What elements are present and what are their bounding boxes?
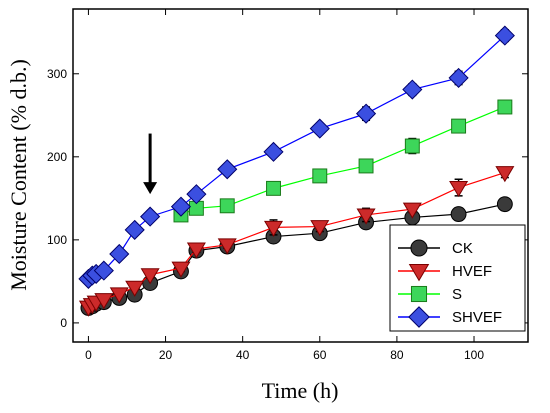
legend-item-ck: CK	[398, 239, 473, 257]
data-point-shvef	[170, 196, 192, 217]
data-point-hvef	[109, 287, 129, 304]
legend-marker-ck	[410, 239, 428, 257]
data-point-shvef	[402, 79, 423, 100]
legend-marker-hvef	[408, 264, 430, 282]
data-point-hvef	[125, 280, 145, 297]
legend-marker-s	[410, 285, 428, 303]
data-point-hvef	[263, 220, 284, 238]
y-tick-label: 100	[47, 233, 67, 247]
legend-label-ck: CK	[452, 240, 473, 257]
data-point-s	[266, 180, 281, 196]
data-point-s	[451, 118, 467, 134]
axis-ticks: 0 20 40 60 80 100 0 100 200 300	[47, 9, 528, 362]
data-point-shvef	[355, 103, 377, 124]
data-point-s	[404, 138, 420, 154]
legend-label-shvef: SHVEF	[452, 309, 502, 326]
data-point-hvef	[310, 220, 330, 237]
legend-item-s: S	[398, 285, 462, 303]
data-point-shvef	[263, 141, 284, 162]
legend: CK HVEF S SHVEF	[389, 224, 526, 332]
series-shvef	[78, 25, 515, 289]
legend-marker-shvef	[408, 306, 430, 328]
series-hvef	[78, 166, 515, 317]
legend-item-shvef: SHVEF	[398, 306, 502, 328]
arrow-head	[143, 182, 158, 195]
x-tick-label: 80	[390, 348, 404, 362]
legend-label-s: S	[452, 286, 462, 303]
data-point-shvef	[124, 219, 145, 240]
data-point-hvef	[402, 202, 422, 219]
data-point-hvef	[217, 238, 237, 255]
y-tick-label: 300	[47, 67, 67, 81]
data-point-s	[312, 168, 328, 184]
data-point-hvef	[356, 208, 376, 225]
data-point-hvef	[94, 293, 114, 310]
series-layer	[78, 25, 515, 317]
data-point-shvef	[309, 118, 330, 139]
data-point-ck	[496, 196, 513, 213]
arrow-annotation	[143, 133, 158, 195]
data-point-shvef	[140, 206, 161, 227]
x-tick-label: 60	[313, 348, 327, 362]
data-point-shvef	[494, 25, 515, 46]
x-tick-label: 0	[85, 348, 92, 362]
x-tick-label: 40	[236, 348, 250, 362]
data-point-hvef	[186, 242, 206, 259]
data-point-shvef	[93, 260, 114, 281]
data-point-s	[358, 158, 374, 174]
data-point-shvef	[109, 243, 130, 265]
y-tick-label: 0	[60, 316, 67, 330]
data-point-hvef	[171, 261, 191, 278]
x-tick-label: 20	[159, 348, 173, 362]
legend-item-hvef: HVEF	[398, 263, 492, 282]
data-point-shvef	[186, 184, 207, 205]
y-axis-title: Moisture Content (% d.b.)	[6, 59, 31, 291]
legend-label-hvef: HVEF	[452, 263, 492, 280]
data-point-hvef	[140, 268, 160, 285]
data-point-s	[497, 99, 513, 115]
y-tick-label: 200	[47, 150, 67, 164]
data-point-shvef	[217, 159, 238, 180]
data-point-s	[219, 198, 235, 214]
data-point-ck	[450, 206, 467, 223]
data-point-hvef	[495, 166, 515, 183]
x-axis-title: Time (h)	[262, 378, 339, 403]
data-point-hvef	[449, 181, 469, 198]
x-tick-label: 100	[464, 348, 484, 362]
data-point-shvef	[448, 67, 469, 88]
